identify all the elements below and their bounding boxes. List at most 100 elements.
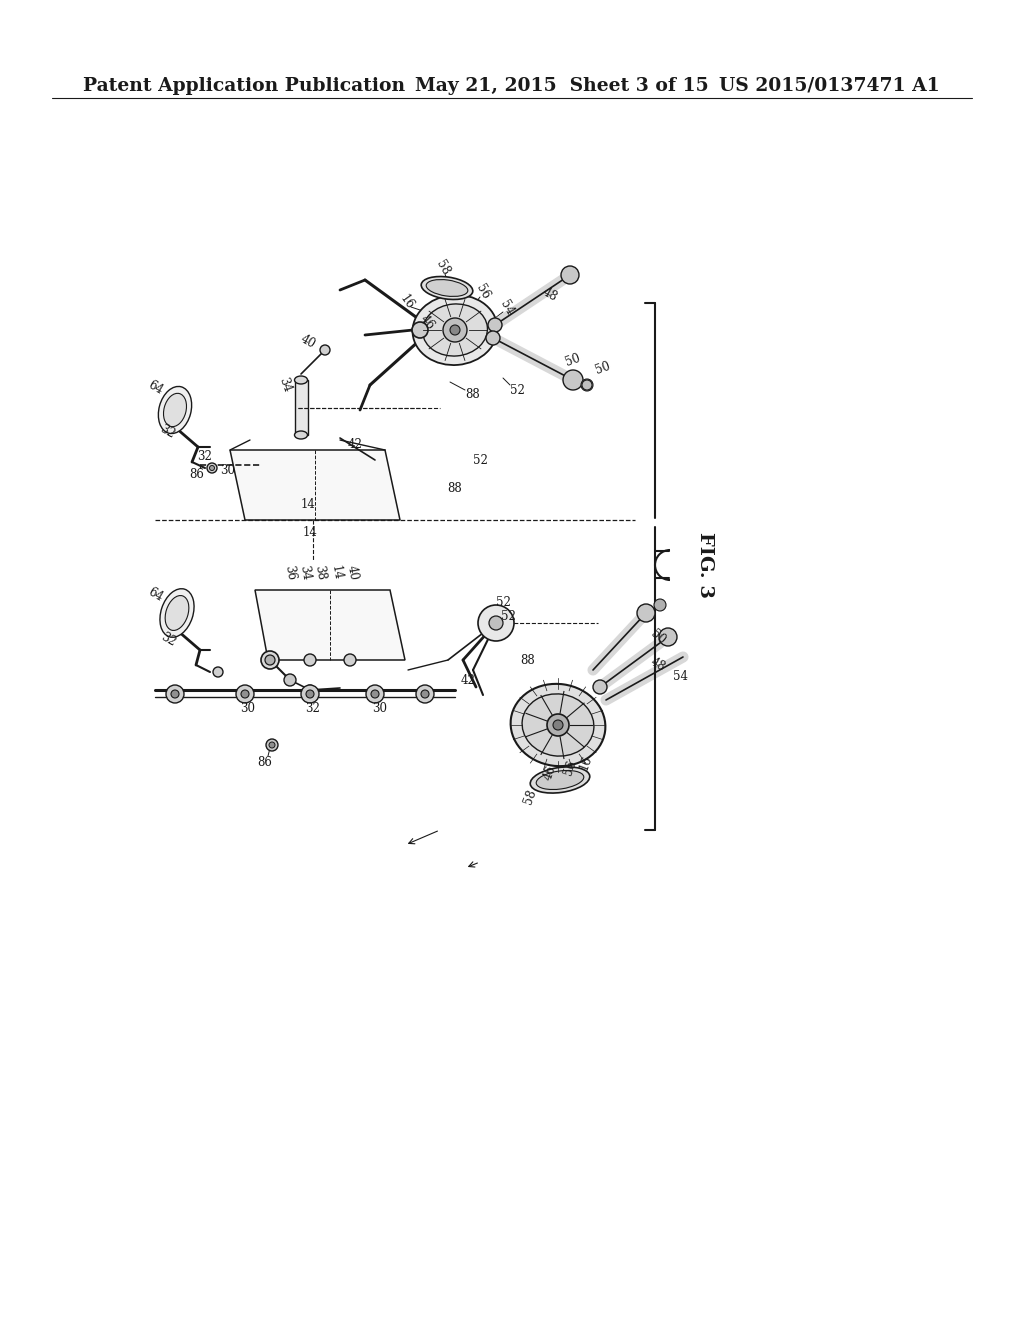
Circle shape	[304, 653, 316, 667]
Circle shape	[366, 685, 384, 704]
Text: 54: 54	[673, 671, 687, 684]
Circle shape	[582, 380, 592, 389]
Circle shape	[210, 466, 214, 470]
Text: 86: 86	[258, 755, 272, 768]
Text: 32: 32	[159, 631, 178, 649]
Circle shape	[213, 667, 223, 677]
Ellipse shape	[160, 589, 195, 638]
Circle shape	[265, 655, 275, 665]
Text: 88: 88	[447, 482, 463, 495]
Text: 52: 52	[501, 610, 515, 623]
Text: 88: 88	[520, 653, 536, 667]
Circle shape	[319, 345, 330, 355]
Text: 32: 32	[305, 702, 321, 715]
Circle shape	[371, 690, 379, 698]
Text: 14: 14	[301, 499, 315, 511]
Text: 64: 64	[145, 586, 165, 605]
Ellipse shape	[537, 771, 584, 789]
Text: 52: 52	[510, 384, 524, 396]
Text: 40: 40	[344, 565, 359, 582]
Text: 34: 34	[297, 565, 312, 582]
Circle shape	[593, 680, 607, 694]
Circle shape	[166, 685, 184, 704]
Circle shape	[581, 379, 593, 391]
Circle shape	[547, 714, 569, 737]
Ellipse shape	[164, 393, 186, 426]
Circle shape	[269, 742, 275, 748]
Circle shape	[553, 719, 563, 730]
Circle shape	[416, 685, 434, 704]
Ellipse shape	[423, 304, 487, 356]
Text: 36: 36	[283, 565, 298, 582]
Circle shape	[489, 616, 503, 630]
Circle shape	[305, 685, 315, 696]
Text: 14: 14	[329, 565, 344, 581]
Text: 52: 52	[496, 597, 510, 610]
Text: 46: 46	[417, 312, 437, 331]
Ellipse shape	[295, 432, 307, 440]
Text: 42: 42	[461, 673, 475, 686]
Circle shape	[637, 605, 655, 622]
Text: 16: 16	[578, 754, 595, 772]
Circle shape	[301, 685, 319, 704]
Ellipse shape	[421, 276, 473, 300]
Text: 14: 14	[302, 527, 317, 540]
Ellipse shape	[426, 280, 468, 297]
Ellipse shape	[522, 694, 594, 756]
Text: 32: 32	[198, 450, 212, 463]
Circle shape	[207, 463, 217, 473]
Polygon shape	[255, 590, 406, 660]
Text: 30: 30	[373, 702, 387, 715]
Text: 50: 50	[564, 351, 583, 368]
Text: 30: 30	[241, 702, 256, 715]
Circle shape	[421, 690, 429, 698]
Circle shape	[236, 685, 254, 704]
Circle shape	[478, 605, 514, 642]
Ellipse shape	[165, 595, 188, 631]
Circle shape	[241, 690, 249, 698]
Text: 32: 32	[158, 422, 177, 441]
Circle shape	[171, 690, 179, 698]
Ellipse shape	[413, 294, 498, 366]
Text: May 21, 2015  Sheet 3 of 15: May 21, 2015 Sheet 3 of 15	[415, 77, 709, 95]
Text: 52: 52	[472, 454, 487, 466]
Text: 56: 56	[561, 759, 579, 777]
Circle shape	[659, 628, 677, 645]
Circle shape	[443, 318, 467, 342]
Text: 38: 38	[312, 565, 328, 581]
Text: 48: 48	[648, 656, 668, 675]
Text: US 2015/0137471 A1: US 2015/0137471 A1	[719, 77, 940, 95]
Circle shape	[266, 739, 278, 751]
Text: 54: 54	[498, 298, 516, 318]
Text: 88: 88	[466, 388, 480, 401]
Text: 40: 40	[298, 333, 317, 351]
Text: 42: 42	[347, 438, 362, 451]
Text: 86: 86	[189, 469, 205, 482]
Circle shape	[450, 325, 460, 335]
Text: Patent Application Publication: Patent Application Publication	[83, 77, 406, 95]
Text: 30: 30	[220, 463, 236, 477]
Text: 64: 64	[145, 379, 165, 397]
Text: 50: 50	[594, 359, 612, 376]
Text: 58: 58	[433, 259, 453, 277]
Polygon shape	[230, 450, 400, 520]
Circle shape	[563, 370, 583, 389]
Circle shape	[486, 331, 500, 345]
Circle shape	[284, 675, 296, 686]
Circle shape	[561, 267, 579, 284]
Ellipse shape	[530, 767, 590, 793]
Text: 16: 16	[397, 292, 417, 312]
Ellipse shape	[295, 376, 307, 384]
Text: 46: 46	[542, 764, 559, 783]
Text: 34: 34	[276, 376, 294, 395]
Circle shape	[654, 599, 666, 611]
Circle shape	[344, 653, 356, 667]
Text: 48: 48	[541, 285, 560, 305]
Text: 56: 56	[474, 282, 493, 302]
Circle shape	[412, 322, 428, 338]
Ellipse shape	[511, 684, 605, 766]
Circle shape	[488, 318, 502, 333]
Text: 50: 50	[648, 627, 668, 647]
Text: FIG. 3: FIG. 3	[696, 532, 714, 598]
Circle shape	[261, 651, 279, 669]
